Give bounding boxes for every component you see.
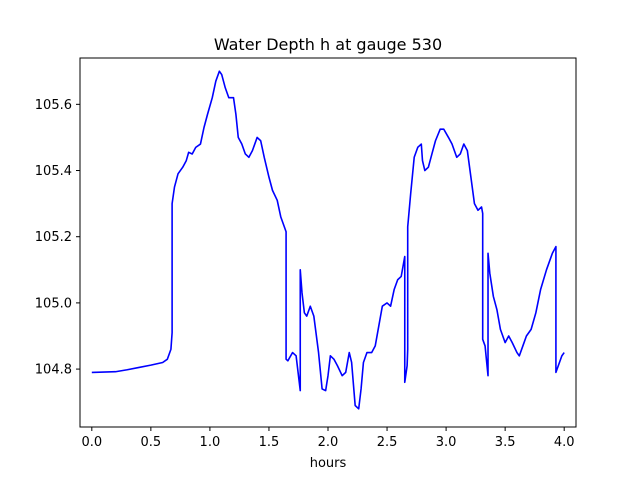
- x-tick-label: 2.0: [318, 435, 339, 450]
- x-axis-label: hours: [310, 456, 347, 471]
- plot-area: [91, 70, 565, 410]
- x-tick-label: 3.5: [495, 435, 516, 450]
- y-tick-label: 104.8: [35, 363, 72, 378]
- x-axis: 0.0 0.5 1.0 1.5 2.0 2.5 3.0 3.5 4.0: [81, 427, 575, 450]
- x-tick-label: 4.0: [554, 435, 575, 450]
- x-tick-label: 0.0: [81, 435, 102, 450]
- x-tick-label: 3.0: [436, 435, 457, 450]
- y-axis: 104.8 105.0 105.2 105.4 105.6: [35, 98, 80, 378]
- y-tick-label: 105.0: [35, 296, 72, 311]
- x-tick-label: 2.5: [377, 435, 398, 450]
- y-tick-label: 105.6: [35, 98, 72, 113]
- series-line: [91, 70, 565, 410]
- x-tick-label: 0.5: [141, 435, 162, 450]
- y-tick-label: 105.4: [35, 164, 72, 179]
- chart-title: Water Depth h at gauge 530: [214, 35, 442, 54]
- y-tick-label: 105.2: [35, 230, 72, 245]
- x-tick-label: 1.5: [259, 435, 280, 450]
- plot-frame: [79, 57, 577, 428]
- x-tick-label: 1.0: [200, 435, 221, 450]
- series-group: [91, 70, 565, 410]
